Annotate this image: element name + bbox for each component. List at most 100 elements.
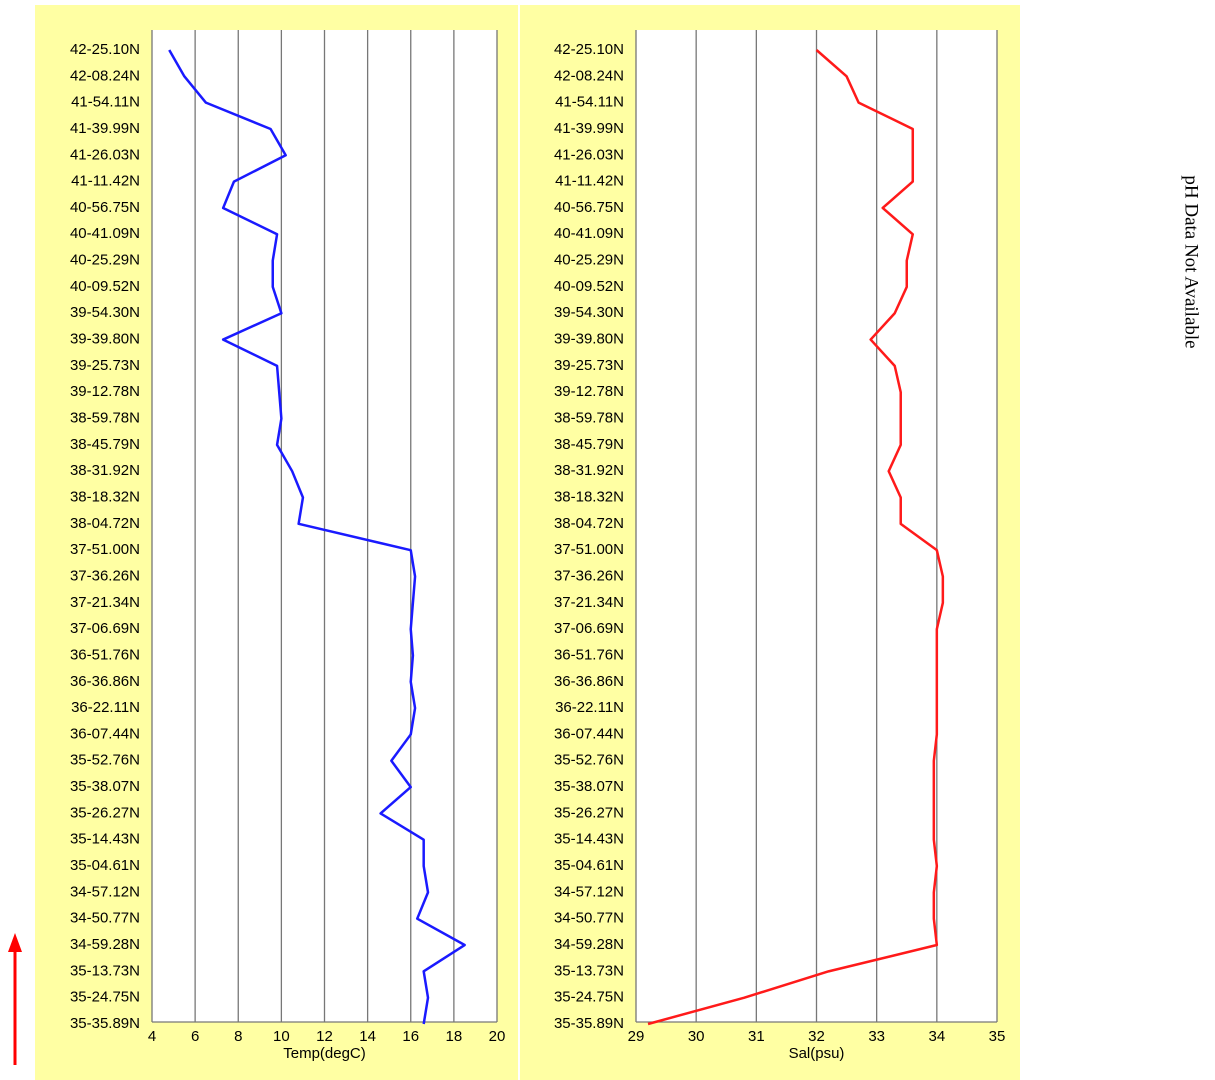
- y-tick-label: 34-50.77N: [554, 910, 624, 927]
- y-tick-label: 35-35.89N: [554, 1015, 624, 1032]
- y-tick-label: 38-18.32N: [70, 488, 140, 505]
- x-tick-label: 6: [191, 1028, 199, 1045]
- y-tick-label: 40-41.09N: [554, 225, 624, 242]
- y-tick-label: 37-21.34N: [70, 594, 140, 611]
- y-tick-label: 38-59.78N: [554, 410, 624, 427]
- y-tick-label: 39-39.80N: [70, 331, 140, 348]
- y-tick-label: 39-25.73N: [554, 357, 624, 374]
- x-tick-label: 20: [489, 1028, 506, 1045]
- y-tick-label: 35-14.43N: [70, 831, 140, 848]
- y-tick-label: 38-45.79N: [70, 436, 140, 453]
- y-tick-label: 35-04.61N: [70, 857, 140, 874]
- y-tick-label: 40-41.09N: [70, 225, 140, 242]
- y-tick-label: 37-06.69N: [554, 620, 624, 637]
- y-tick-label: 35-04.61N: [554, 857, 624, 874]
- x-tick-label: 18: [446, 1028, 463, 1045]
- data-line: [168, 49, 466, 1025]
- x-tick-label: 31: [748, 1028, 765, 1045]
- y-tick-label: 36-07.44N: [554, 725, 624, 742]
- y-tick-label: 41-39.99N: [70, 120, 140, 137]
- y-tick-label: 35-14.43N: [554, 831, 624, 848]
- y-tick-label: 36-51.76N: [70, 646, 140, 663]
- data-line: [647, 49, 945, 1026]
- y-tick-label: 40-56.75N: [70, 199, 140, 216]
- y-tick-label: 36-22.11N: [555, 699, 624, 716]
- x-tick-label: 35: [989, 1028, 1006, 1045]
- y-tick-label: 35-24.75N: [554, 989, 624, 1006]
- y-tick-label: 39-12.78N: [70, 383, 140, 400]
- y-tick-label: 34-57.12N: [70, 883, 140, 900]
- y-tick-label: 42-25.10N: [554, 41, 624, 58]
- y-tick-label: 38-04.72N: [554, 515, 624, 532]
- y-tick-label: 40-09.52N: [70, 278, 140, 295]
- y-tick-label: 37-36.26N: [70, 567, 140, 584]
- y-tick-label: 35-38.07N: [70, 778, 140, 795]
- y-tick-label: 35-52.76N: [554, 752, 624, 769]
- y-tick-label: 39-25.73N: [70, 357, 140, 374]
- y-tick-label: 37-51.00N: [554, 541, 624, 558]
- y-tick-label: 35-26.27N: [554, 804, 624, 821]
- x-tick-label: 12: [316, 1028, 333, 1045]
- y-tick-label: 36-07.44N: [70, 725, 140, 742]
- x-tick-label: 34: [928, 1028, 945, 1045]
- x-axis-label: Temp(degC): [283, 1045, 366, 1062]
- y-tick-label: 41-11.42N: [71, 173, 140, 190]
- y-tick-label: 41-26.03N: [554, 146, 624, 163]
- y-tick-label: 36-51.76N: [554, 646, 624, 663]
- y-tick-label: 35-52.76N: [70, 752, 140, 769]
- y-tick-label: 41-54.11N: [555, 94, 624, 111]
- y-tick-label: 36-36.86N: [70, 673, 140, 690]
- y-tick-label: 34-57.12N: [554, 883, 624, 900]
- y-tick-label: 35-35.89N: [70, 1015, 140, 1032]
- y-tick-label: 35-13.73N: [554, 962, 624, 979]
- y-tick-label: 36-36.86N: [554, 673, 624, 690]
- panel: 4 6 8 10 12 14 16 18 20 Temp(degC) 42-25.10N 42-08.…: [35, 5, 518, 1080]
- y-tick-label: 41-54.11N: [71, 94, 140, 111]
- y-tick-label: 38-04.72N: [70, 515, 140, 532]
- y-tick-label: 39-39.80N: [554, 331, 624, 348]
- y-tick-label: 41-26.03N: [70, 146, 140, 163]
- y-tick-label: 38-31.92N: [554, 462, 624, 479]
- y-tick-label: 34-50.77N: [70, 910, 140, 927]
- y-tick-label: 42-08.24N: [70, 67, 140, 84]
- y-tick-label: 38-59.78N: [70, 410, 140, 427]
- y-tick-label: 37-36.26N: [554, 567, 624, 584]
- x-tick-label: 10: [273, 1028, 290, 1045]
- arrow-head: [8, 933, 22, 952]
- x-tick-label: 4: [148, 1028, 156, 1045]
- x-tick-label: 29: [628, 1028, 645, 1045]
- y-tick-label: 40-25.29N: [70, 252, 140, 269]
- y-tick-label: 37-21.34N: [554, 594, 624, 611]
- y-tick-label: 34-59.28N: [70, 936, 140, 953]
- y-tick-label: 37-51.00N: [70, 541, 140, 558]
- y-tick-label: 35-13.73N: [70, 962, 140, 979]
- y-tick-label: 36-22.11N: [71, 699, 140, 716]
- y-tick-label: 41-39.99N: [554, 120, 624, 137]
- y-tick-label: 35-38.07N: [554, 778, 624, 795]
- y-tick-label: 35-24.75N: [70, 989, 140, 1006]
- x-tick-label: 8: [234, 1028, 242, 1045]
- x-axis-label: Sal(psu): [789, 1045, 845, 1062]
- x-tick-label: 14: [359, 1028, 376, 1045]
- y-tick-label: 35-26.27N: [70, 804, 140, 821]
- x-tick-label: 16: [402, 1028, 419, 1045]
- y-tick-label: 42-25.10N: [70, 41, 140, 58]
- y-tick-label: 34-59.28N: [554, 936, 624, 953]
- x-tick-label: 32: [808, 1028, 825, 1045]
- message: pH Data Not Available: [1181, 175, 1202, 348]
- x-tick-label: 33: [868, 1028, 885, 1045]
- y-tick-label: 40-25.29N: [554, 252, 624, 269]
- y-tick-label: 40-56.75N: [554, 199, 624, 216]
- panel: 29 30 31 32 33 34 35 Sal(psu) 42-25.10N 42-08.24N…: [520, 5, 1020, 1080]
- y-tick-label: 39-54.30N: [554, 304, 624, 321]
- y-tick-label: 42-08.24N: [554, 67, 624, 84]
- y-tick-label: 38-45.79N: [554, 436, 624, 453]
- x-tick-label: 30: [688, 1028, 705, 1045]
- y-tick-label: 41-11.42N: [555, 173, 624, 190]
- y-tick-label: 38-18.32N: [554, 488, 624, 505]
- y-tick-label: 39-12.78N: [554, 383, 624, 400]
- y-tick-label: 39-54.30N: [70, 304, 140, 321]
- y-tick-label: 40-09.52N: [554, 278, 624, 295]
